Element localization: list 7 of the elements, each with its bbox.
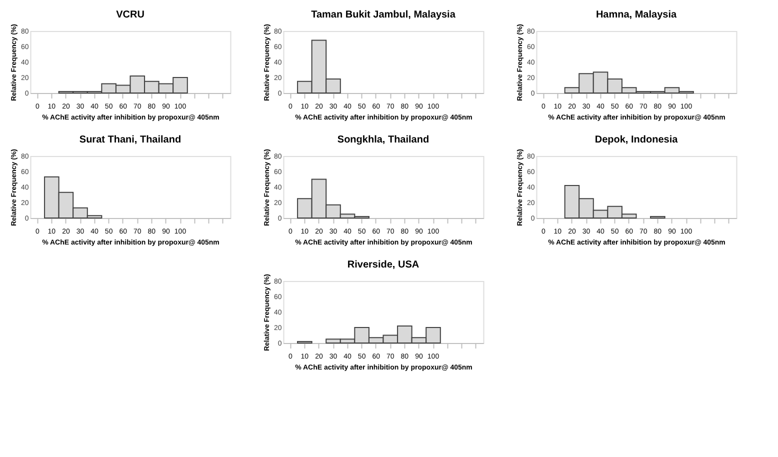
chart-title: Taman Bukit Jambul, Malaysia: [311, 9, 456, 20]
chart-title: Riverside, USA: [347, 259, 420, 270]
chart-title: Songkhla, Thailand: [337, 134, 430, 146]
chart-title: Surat Thani, Thailand: [79, 134, 182, 146]
chart-title: Depok, Indonesia: [594, 134, 678, 146]
chart-title: VCRU: [116, 9, 144, 20]
chart-title: Hamna, Malaysia: [596, 9, 677, 20]
